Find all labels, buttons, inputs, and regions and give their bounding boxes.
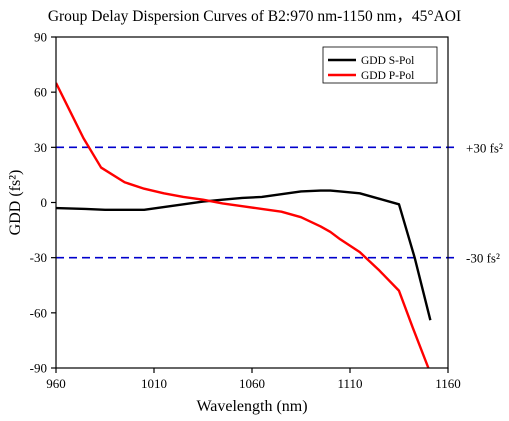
x-axis-label: Wavelength (nm) — [196, 398, 307, 415]
y-axis-label: GDD (fs²) — [7, 170, 24, 236]
y-tick-label-5: 60 — [34, 85, 47, 100]
chart-title: Group Delay Dispersion Curves of B2:970 … — [47, 8, 462, 25]
x-tick-label-3: 1110 — [337, 376, 362, 391]
reference-lines: +30 fs² -30 fs² — [56, 140, 503, 266]
series-lines — [56, 82, 432, 368]
legend-label-1: GDD P-Pol — [361, 70, 414, 82]
y-tick-label-0: -90 — [30, 361, 47, 376]
legend-box — [322, 46, 438, 84]
series-line-1 — [56, 82, 430, 368]
legend: GDD S-Pol GDD P-Pol — [322, 46, 438, 84]
reference-line-label-1: -30 fs² — [466, 251, 500, 266]
y-tick-label-3: 0 — [41, 195, 48, 210]
x-tick-label-0: 960 — [46, 376, 66, 391]
x-tick-label-1: 1010 — [141, 376, 167, 391]
x-tick-label-2: 1060 — [239, 376, 265, 391]
x-tick-label-4: 1160 — [435, 376, 461, 391]
y-tick-label-6: 90 — [34, 30, 47, 45]
y-tick-label-4: 30 — [34, 140, 47, 155]
y-tick-label-1: -60 — [30, 305, 47, 320]
series-line-0 — [56, 189, 432, 321]
legend-label-0: GDD S-Pol — [361, 55, 414, 67]
y-tick-label-2: -30 — [30, 250, 47, 265]
reference-line-label-0: +30 fs² — [466, 140, 503, 155]
axis-ticks: 960 1010 1060 1110 1160 -90 -60 -30 0 30 60 90 — [30, 30, 461, 392]
